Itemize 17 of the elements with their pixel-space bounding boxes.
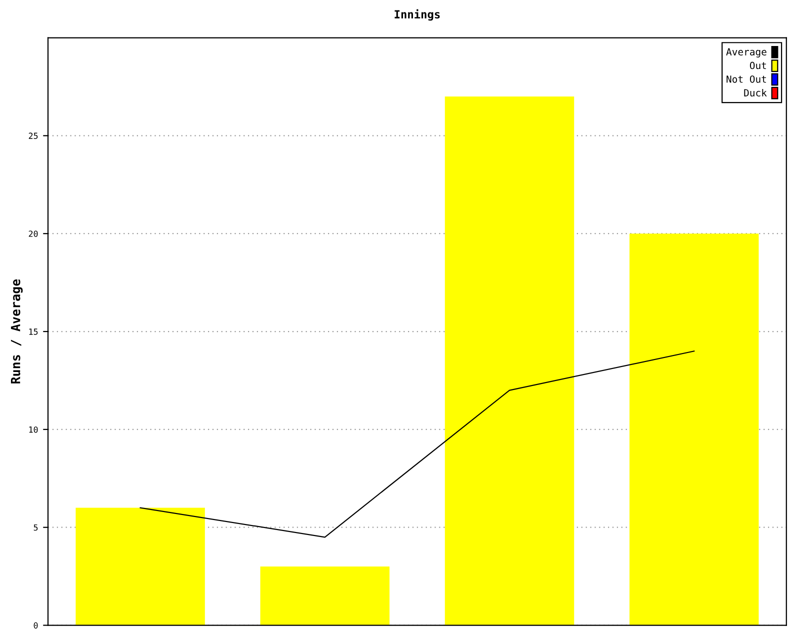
legend-label: Out bbox=[750, 62, 766, 70]
legend-label: Not Out bbox=[726, 75, 766, 83]
y-tick-label: 20 bbox=[28, 230, 38, 237]
bar bbox=[260, 566, 390, 626]
y-axis-title: Runs / Average bbox=[10, 279, 23, 384]
bar bbox=[76, 508, 205, 626]
y-tick-label: 25 bbox=[28, 132, 38, 139]
legend-label: Duck bbox=[744, 88, 767, 96]
y-tick-label: 0 bbox=[34, 622, 38, 629]
y-tick-label: 5 bbox=[34, 524, 38, 531]
bar bbox=[444, 96, 574, 626]
line-series bbox=[140, 350, 695, 538]
y-tick-label: 15 bbox=[29, 328, 38, 335]
chart-title: Innings bbox=[394, 9, 440, 21]
legend-label: Average bbox=[726, 48, 766, 58]
y-tick-label: 10 bbox=[29, 426, 38, 433]
bar bbox=[629, 234, 759, 626]
